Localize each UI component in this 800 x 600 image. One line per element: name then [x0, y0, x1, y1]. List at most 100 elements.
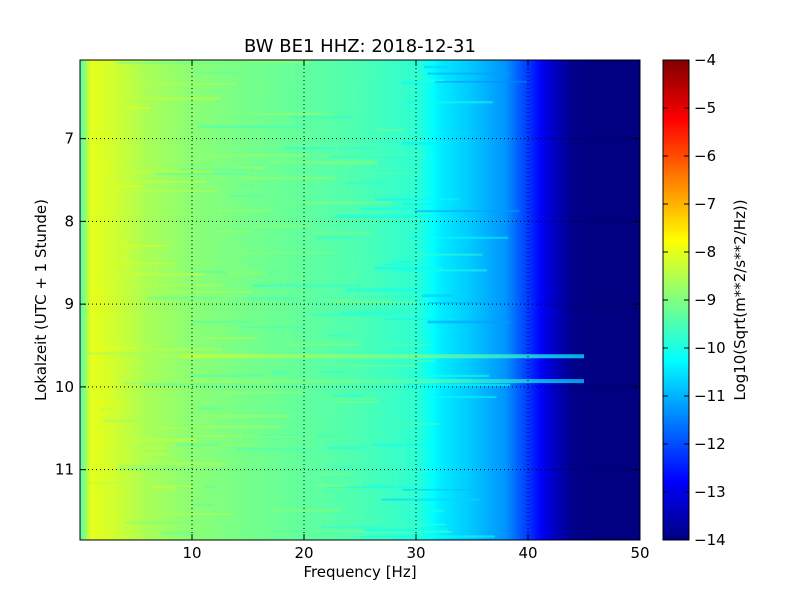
spectrogram-streak: [417, 79, 445, 82]
spectrogram-vertical-streak: [128, 314, 130, 333]
spectrogram-vertical-streak: [333, 124, 335, 133]
spectrogram-streak: [249, 60, 311, 64]
colorbar-tick-label: −10: [694, 339, 726, 357]
spectrogram-streak: [340, 311, 405, 315]
spectrogram-streak: [324, 486, 413, 489]
spectrogram-streak: [127, 180, 207, 183]
spectrogram-streak: [112, 185, 143, 188]
chart-title: BW BE1 HHZ: 2018-12-31: [244, 36, 476, 57]
spectrogram-streak: [406, 383, 510, 387]
spectrogram-vertical-streak: [395, 465, 397, 487]
colorbar-tick-label: −9: [694, 291, 716, 309]
spectrogram-streak: [388, 343, 431, 346]
spectrogram-streak: [427, 320, 510, 324]
spectrogram-streak: [197, 407, 222, 410]
spectrogram-vertical-streak: [158, 341, 160, 360]
spectrogram-streak: [394, 260, 413, 263]
spectrogram-streak: [345, 288, 425, 292]
spectrogram-streak: [180, 168, 255, 171]
spectrogram-vertical-streak: [213, 280, 215, 302]
spectrogram-vertical-streak: [89, 65, 91, 74]
spectrogram-streak: [293, 343, 354, 346]
spectrogram-vertical-streak: [245, 344, 247, 351]
spectrogram-streak: [197, 125, 307, 129]
spectrogram-streak: [152, 485, 176, 489]
spectrogram-streak: [102, 419, 142, 422]
spectrogram-streak: [100, 407, 115, 410]
spectrogram-vertical-streak: [221, 366, 223, 374]
spectrogram-vertical-streak: [343, 377, 345, 412]
spectrogram-vertical-streak: [327, 510, 329, 540]
spectrogram-streak: [128, 190, 218, 192]
spectrogram-vertical-streak: [275, 332, 277, 349]
spectrogram-vertical-streak: [224, 369, 226, 399]
spectrogram-vertical-streak: [314, 315, 316, 338]
spectrogram-vertical-streak: [294, 251, 296, 259]
x-tick-label: 30: [406, 544, 425, 562]
spectrogram-vertical-streak: [137, 268, 139, 289]
spectrogram-streak: [269, 160, 375, 164]
spectrogram-streak: [381, 263, 404, 266]
spectrogram-background: [80, 60, 640, 540]
spectrogram-streak: [124, 521, 196, 524]
spectrogram-vertical-streak: [349, 184, 351, 199]
spectrogram-vertical-streak: [173, 329, 175, 365]
colorbar-tick-label: −4: [694, 51, 716, 69]
spectrogram-streak: [238, 184, 254, 187]
plot-frame: [79, 59, 641, 541]
spectrogram-streak: [409, 374, 490, 377]
spectrogram-vertical-streak: [114, 482, 116, 496]
spectrogram-streak: [205, 154, 307, 157]
spectrogram-streak: [414, 210, 520, 213]
spectrogram-streak: [427, 72, 512, 75]
spectrogram-streak: [176, 443, 221, 447]
spectrogram-streak: [402, 488, 488, 491]
spectrogram-vertical-streak: [157, 239, 159, 270]
colorbar-tick-label: −7: [694, 195, 716, 213]
spectrogram-streak: [229, 194, 263, 197]
spectrogram-streak: [400, 535, 495, 538]
spectrogram-streak: [127, 438, 197, 442]
spectrogram-vertical-streak: [344, 160, 346, 196]
spectrogram-streak: [421, 294, 454, 298]
spectrogram-streak: [126, 106, 151, 110]
spectrogram-streak: [364, 528, 449, 532]
spectrogram-streak: [236, 448, 313, 451]
spectrogram-streak: [360, 207, 433, 210]
spectrogram-streak: [353, 538, 395, 540]
spectrogram-streak: [374, 266, 443, 270]
spectrogram-streak: [133, 462, 227, 466]
spectrogram-vertical-streak: [263, 456, 265, 481]
spectrogram-streak: [242, 176, 335, 180]
spectrogram-vertical-streak: [106, 157, 108, 175]
spectrogram-vertical-streak: [197, 281, 199, 299]
spectrogram-streak: [271, 370, 287, 374]
spectrogram-streak: [372, 443, 431, 447]
colorbar-tick-label: −5: [694, 99, 716, 117]
spectrogram-streak: [119, 244, 168, 247]
spectrogram-streak: [404, 360, 435, 362]
spectrogram-vertical-streak: [159, 513, 161, 537]
spectrogram-streak: [329, 155, 424, 158]
spectrogram-vertical-streak: [138, 332, 140, 358]
spectrogram-vertical-streak: [287, 326, 289, 347]
spectrogram-streak: [322, 162, 379, 165]
spectrogram-streak: [245, 296, 294, 300]
colorbar-tick-label: −12: [694, 435, 726, 453]
spectrogram-streak: [128, 284, 225, 286]
spectrogram-streak: [291, 201, 392, 204]
spectrogram-vertical-streak: [285, 433, 287, 445]
y-tick-label: 11: [55, 461, 74, 479]
spectrogram-streak: [313, 473, 352, 475]
colorbar: −4 −5 −6 −7 −8 −9 −10 −11 −12 −13 −14: [662, 51, 726, 549]
spectrogram-vertical-streak: [365, 284, 367, 292]
spectrogram-vertical-streak: [321, 490, 323, 500]
spectrogram-vertical-streak: [301, 269, 303, 296]
spectrogram-streak: [323, 398, 377, 400]
spectrogram-vertical-streak: [317, 179, 319, 188]
spectrogram-vertical-streak: [198, 154, 200, 165]
spectrogram-streak: [240, 325, 304, 328]
spectrogram-streak: [272, 509, 341, 512]
spectrogram-streak: [194, 72, 238, 75]
